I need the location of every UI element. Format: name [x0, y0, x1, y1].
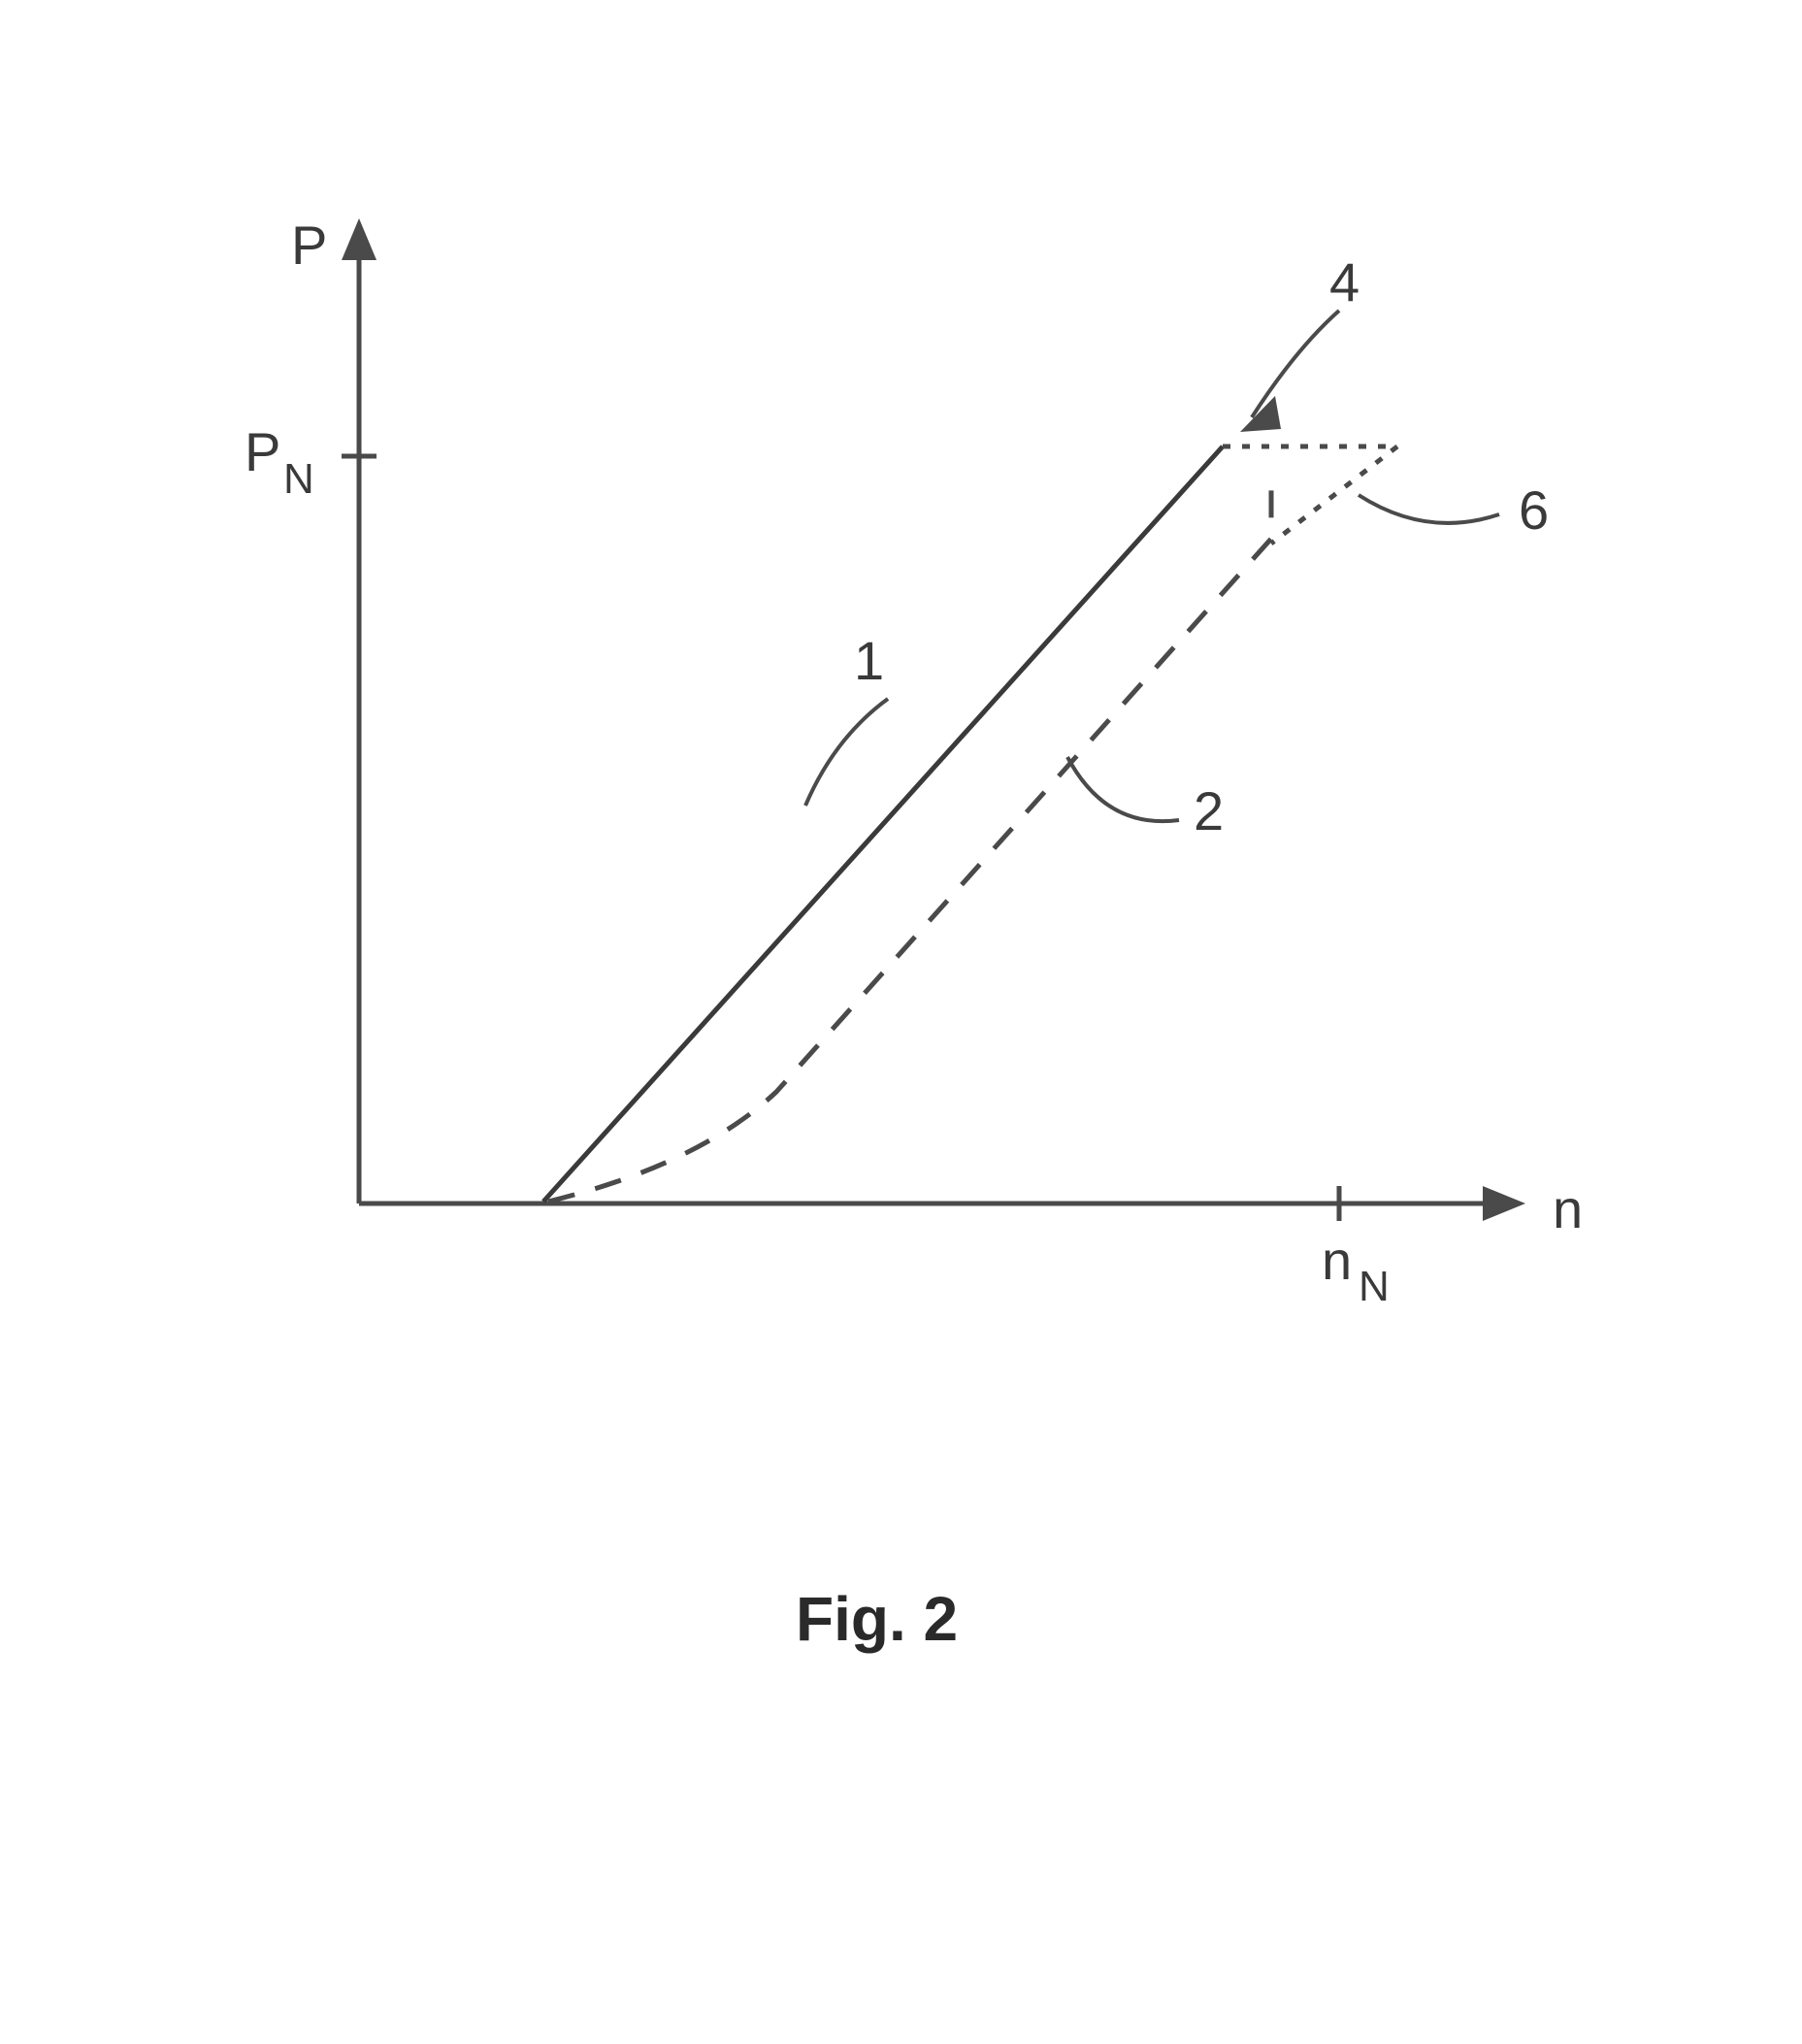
x-axis-label: n [1553, 1178, 1583, 1239]
callout-label-2: 2 [1194, 780, 1224, 841]
y-tick-label-PN: P [245, 421, 280, 482]
curve-1 [543, 446, 1223, 1202]
y-tick-sub-PN: N [283, 455, 314, 503]
callout-label-1: 1 [854, 630, 884, 691]
callout-arc-1 [805, 699, 888, 806]
x-tick-sub-nN: N [1359, 1263, 1390, 1310]
y-axis-label: P [291, 214, 327, 276]
callout-arc-6 [1359, 495, 1499, 523]
figure-container: P N n N P n 1 2 4 6 [0, 0, 1802, 2044]
figure-caption: Fig. 2 [796, 1584, 958, 1654]
x-tick-label-nN: n [1322, 1230, 1352, 1291]
x-axis-arrowhead [1483, 1186, 1525, 1221]
callout-label-4: 4 [1329, 251, 1360, 313]
callout-arc-2 [1067, 757, 1179, 821]
curve-6 [1223, 446, 1397, 544]
callout-label-6: 6 [1519, 479, 1549, 541]
chart-svg: P N n N P n 1 2 4 6 [0, 0, 1802, 2044]
y-axis-arrowhead [342, 218, 377, 260]
curve-2 [548, 471, 1271, 1202]
callout-arc-4 [1252, 311, 1339, 417]
